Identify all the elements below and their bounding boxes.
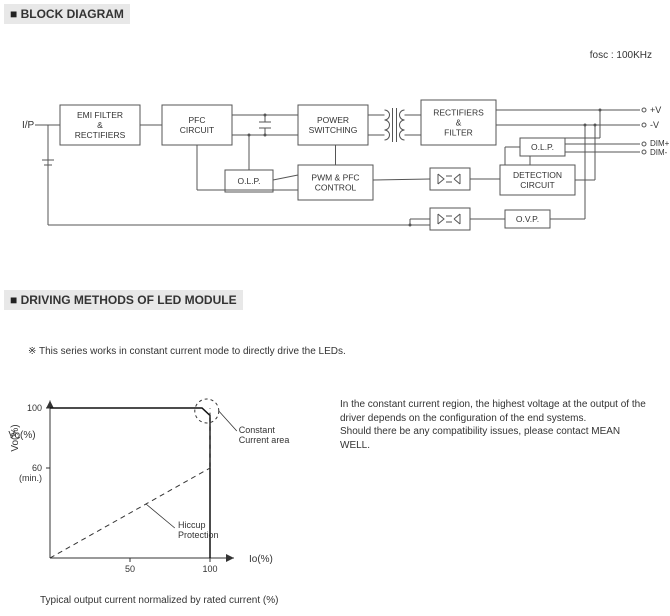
driving-header: DRIVING METHODS OF LED MODULE [4,290,243,310]
svg-text:O.V.P.: O.V.P. [516,214,539,224]
svg-text:I/P: I/P [22,120,35,131]
svg-text:O.L.P.: O.L.P. [531,142,554,152]
driving-note: ※ This series works in constant current … [28,346,346,357]
svg-text:DIM+: DIM+ [650,139,670,148]
svg-text:100: 100 [27,403,42,413]
svg-text:-V: -V [650,120,659,130]
svg-text:DETECTIONCIRCUIT: DETECTIONCIRCUIT [513,170,562,190]
driving-footnote: Typical output current normalized by rat… [40,595,278,606]
driving-desc-2: Should there be any compatibility issues… [340,425,650,452]
svg-text:HiccupProtection: HiccupProtection [178,520,219,540]
driving-desc-1: In the constant current region, the high… [340,398,650,425]
svg-text:60(min.): 60(min.) [19,463,42,483]
svg-text:PWM & PFCCONTROL: PWM & PFCCONTROL [311,173,359,193]
svg-text:Io(%): Io(%) [249,554,273,565]
block-diagram-svg: EMI FILTER&RECTIFIERSPFCCIRCUITPOWERSWIT… [0,10,670,240]
svg-text:+V: +V [650,105,661,115]
svg-text:50: 50 [125,564,135,574]
svg-text:100: 100 [202,564,217,574]
svg-text:ConstantCurrent area: ConstantCurrent area [239,425,290,445]
svg-text:Vo(%): Vo(%) [10,424,21,451]
driving-chart-svg: 60(min.)10050100Vo(%)Vo(%)Io(%)ConstantC… [0,368,320,598]
block-diagram: EMI FILTER&RECTIFIERSPFCCIRCUITPOWERSWIT… [0,10,670,230]
driving-desc: In the constant current region, the high… [340,398,650,452]
svg-text:O.L.P.: O.L.P. [238,176,261,186]
driving-chart-area: 60(min.)10050100Vo(%)Vo(%)Io(%)ConstantC… [0,368,670,598]
svg-text:DIM-: DIM- [650,148,668,157]
